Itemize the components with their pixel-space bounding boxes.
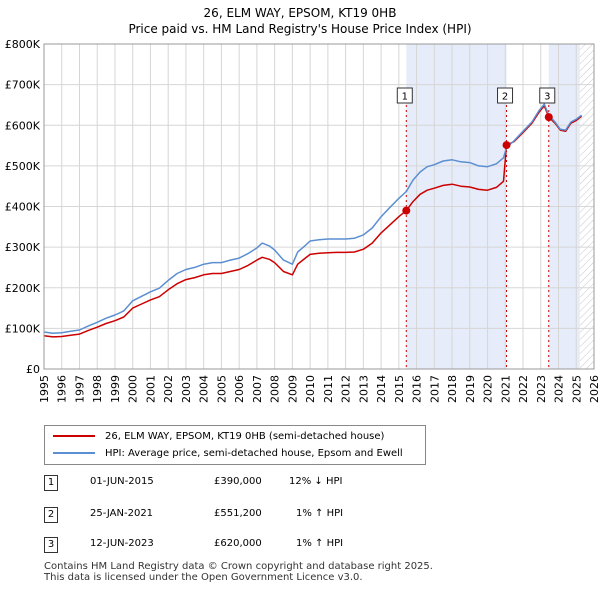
sale-price: £620,000 [214, 538, 262, 549]
legend-label-property: 26, ELM WAY, EPSOM, KT19 0HB (semi-detac… [105, 430, 385, 442]
plot-frame [43, 43, 595, 370]
sale-date: 25-JAN-2021 [90, 508, 154, 519]
y-tick-label: £700K [5, 79, 41, 92]
x-tick-label: 2010 [304, 375, 317, 403]
x-tick-label: 2012 [340, 375, 353, 403]
x-tick-label: 2022 [517, 375, 530, 403]
legend-item-property: 26, ELM WAY, EPSOM, KT19 0HB (semi-detac… [53, 429, 384, 443]
x-tick-label: 2001 [144, 375, 157, 403]
x-tick-label: 2021 [499, 375, 512, 403]
x-tick-label: 1997 [73, 375, 86, 403]
x-tick-label: 2005 [215, 375, 228, 403]
x-tick-label: 2014 [375, 375, 388, 403]
sale-label-number: 2 [502, 92, 508, 103]
sale-number-badge: 3 [44, 537, 58, 553]
x-tick-label: 1996 [56, 375, 69, 403]
x-tick-label: 2015 [393, 375, 406, 403]
y-tick-label: £800K [5, 38, 41, 51]
sale-price: £551,200 [214, 508, 262, 519]
y-tick-label: £500K [5, 160, 41, 173]
sale-label-box [497, 87, 514, 104]
chart-title: 26, ELM WAY, EPSOM, KT19 0HB [203, 6, 397, 20]
x-tick-label: 2006 [233, 375, 246, 403]
x-tick-label: 1999 [109, 375, 122, 403]
y-tick-label: £200K [5, 282, 41, 295]
sale-point [402, 206, 411, 215]
sale-hpi-comparison: 1% ↑ HPI [296, 508, 344, 519]
x-tick-label: 2007 [251, 375, 264, 403]
x-tick-label: 2017 [428, 375, 441, 403]
y-tick-label: £400K [5, 201, 41, 214]
x-tick-label: 2013 [357, 375, 370, 403]
x-tick-label: 1998 [91, 375, 104, 403]
x-tick-label: 2002 [162, 375, 175, 403]
x-tick-label: 2024 [553, 375, 566, 403]
sale-price: £390,000 [214, 476, 262, 487]
hpi-line [43, 103, 583, 335]
x-tick-label: 2026 [588, 375, 600, 403]
price-chart: £0 £100K £200K £300K £400K £500K £600K £700K £80… [5, 38, 600, 403]
sale-point [502, 141, 511, 150]
y-tick-label: £0 [26, 363, 40, 376]
sale-date: 12-JUN-2023 [90, 538, 154, 549]
x-tick-label: 2023 [535, 375, 548, 403]
footer-licence: This data is licensed under the Open Gov… [44, 572, 363, 583]
legend-swatch-property [53, 435, 95, 437]
x-tick-label: 2020 [482, 375, 495, 403]
sale-label-box [539, 87, 556, 104]
sale-label-number: 3 [544, 92, 550, 103]
chart-subtitle: Price paid vs. HM Land Registry's House … [128, 22, 472, 36]
x-tick-label: 1995 [38, 375, 51, 403]
x-tick-label: 2000 [127, 375, 140, 403]
y-tick-label: £100K [5, 322, 41, 335]
chart-legend: 26, ELM WAY, EPSOM, KT19 0HB (semi-detac… [44, 425, 426, 465]
x-tick-label: 2004 [198, 375, 211, 403]
legend-item-hpi: HPI: Average price, semi-detached house,… [53, 446, 403, 460]
sale-hpi-comparison: 12% ↓ HPI [289, 476, 343, 487]
sale-label-number: 1 [402, 92, 408, 103]
sale-point [544, 113, 553, 122]
x-tick-label: 2019 [464, 375, 477, 403]
x-tick-label: 2025 [570, 375, 583, 403]
sale-label-box [396, 87, 413, 104]
legend-label-hpi: HPI: Average price, semi-detached house,… [105, 447, 403, 459]
x-tick-label: 2011 [322, 375, 335, 403]
x-tick-label: 2016 [411, 375, 424, 403]
y-tick-label: £300K [5, 241, 41, 254]
sale-number-badge: 2 [44, 507, 58, 523]
legend-swatch-hpi [53, 452, 95, 454]
x-tick-label: 2009 [286, 375, 299, 403]
footer-copyright: Contains HM Land Registry data © Crown c… [44, 561, 433, 572]
x-tick-label: 2018 [446, 375, 459, 403]
sale-date: 01-JUN-2015 [90, 476, 154, 487]
x-tick-label: 2003 [180, 375, 193, 403]
sale-hpi-comparison: 1% ↑ HPI [296, 538, 344, 549]
x-tick-label: 2008 [269, 375, 282, 403]
y-tick-label: £600K [5, 119, 41, 132]
sale-number-badge: 1 [44, 475, 58, 491]
